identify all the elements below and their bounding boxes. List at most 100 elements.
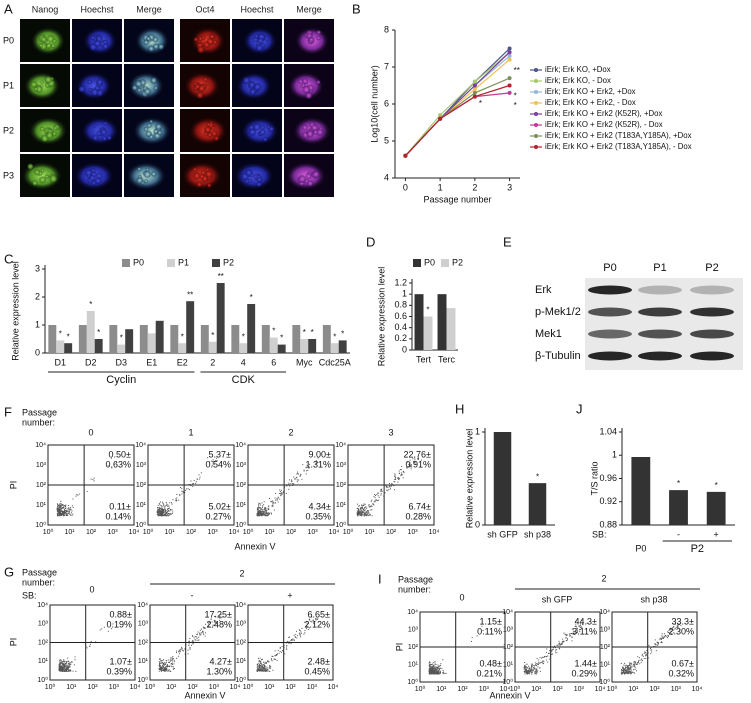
flow-event [203,627,204,628]
cell [96,78,103,85]
flow-event [179,650,180,651]
x-tick-label: 10⁴ [595,686,606,693]
y-tick-label: 8 [384,24,389,34]
bar [292,325,300,353]
flow-event [63,504,64,505]
flow-event [528,673,529,674]
bar [239,343,247,353]
flow-event [185,490,186,491]
flow-event [73,671,74,672]
flow-event [272,500,273,501]
flow-event [164,511,165,512]
flow-event [658,642,659,643]
flow-event [167,664,168,665]
flow-event [436,669,437,670]
y-axis-label: T/S ratio [589,461,599,495]
flow-event [295,636,296,637]
flow-event [261,659,262,660]
cell [91,88,100,97]
legend-label: iErk; Erk KO, +Dox [545,65,611,74]
y-tick-label: 10¹ [503,661,514,668]
flow-event [540,662,541,663]
flow-event [292,483,293,484]
series-line [405,78,509,156]
quadrant-value: 9.00± [309,449,332,459]
flow-event [547,655,548,656]
cell [137,167,142,172]
cell [198,36,203,41]
flow-event [287,641,288,642]
flow-event [172,658,173,659]
x-tick-label: + [714,529,719,539]
flow-event [394,481,395,482]
flow-event [395,478,396,479]
flow-event [563,633,564,634]
flow-event [546,656,547,657]
x-tick-label: 10¹ [531,686,542,693]
flow-event [280,648,281,649]
flow-event [667,637,668,638]
flow-event [267,508,268,509]
flow-event [169,669,170,670]
band [638,352,682,361]
flow-event [303,634,304,635]
bar [170,325,178,353]
flow-event [163,510,164,511]
y-axis-label: PI [8,638,18,647]
flow-event [376,500,377,501]
flow-event [542,663,543,664]
flow-event [623,671,624,672]
treatment-label: - [191,590,194,600]
flow-event [174,661,175,662]
flow-event [157,514,158,515]
quadrant-value: 2.48± [308,656,331,666]
flow-event [301,633,302,634]
flow-event [204,627,205,628]
flow-event [168,508,169,509]
x-tick-label: 10⁰ [145,683,156,691]
quadrant-value: 1.15± [480,616,503,626]
flow-event [548,653,549,654]
quadrant-value: 0.39% [106,666,132,676]
quadrant-value: 4.34± [309,501,332,511]
flow-event [403,477,404,478]
flow-event [59,670,60,671]
protein-label: Erk [535,284,552,296]
flow-event [75,659,76,660]
cell [157,43,164,50]
flow-event [94,480,95,481]
cell [255,44,263,52]
y-tick-label: 10² [600,644,611,651]
x-tick-label: 10³ [671,686,682,693]
flow-event [271,512,272,513]
y-tick-label: 1 [402,289,407,299]
y-tick-label: 10³ [336,462,347,469]
flow-event [401,466,402,467]
flow-event [108,631,109,632]
flow-event [567,635,568,636]
flow-event [559,641,560,642]
flow-event [436,671,437,672]
flow-event [170,509,171,510]
flow-event [268,671,269,672]
y-tick-label: 10⁴ [235,602,246,609]
flow-event [395,476,396,477]
flow-event [368,512,369,513]
flow-event [258,666,259,667]
flow-event [188,650,189,651]
flow-event [259,661,260,662]
flow-event [357,504,358,505]
flow-event [553,649,554,650]
flow-event [167,514,168,515]
cell [268,126,274,132]
flow-event [358,511,359,512]
flow-event [297,472,298,473]
row-label: P3 [3,170,14,180]
flow-event [159,663,160,664]
flow-event [377,493,378,494]
bar [209,342,217,353]
flow-event [549,659,550,660]
flow-event [367,514,368,515]
y-tick-label: 5 [384,135,389,145]
passage-label: 0 [459,592,464,602]
